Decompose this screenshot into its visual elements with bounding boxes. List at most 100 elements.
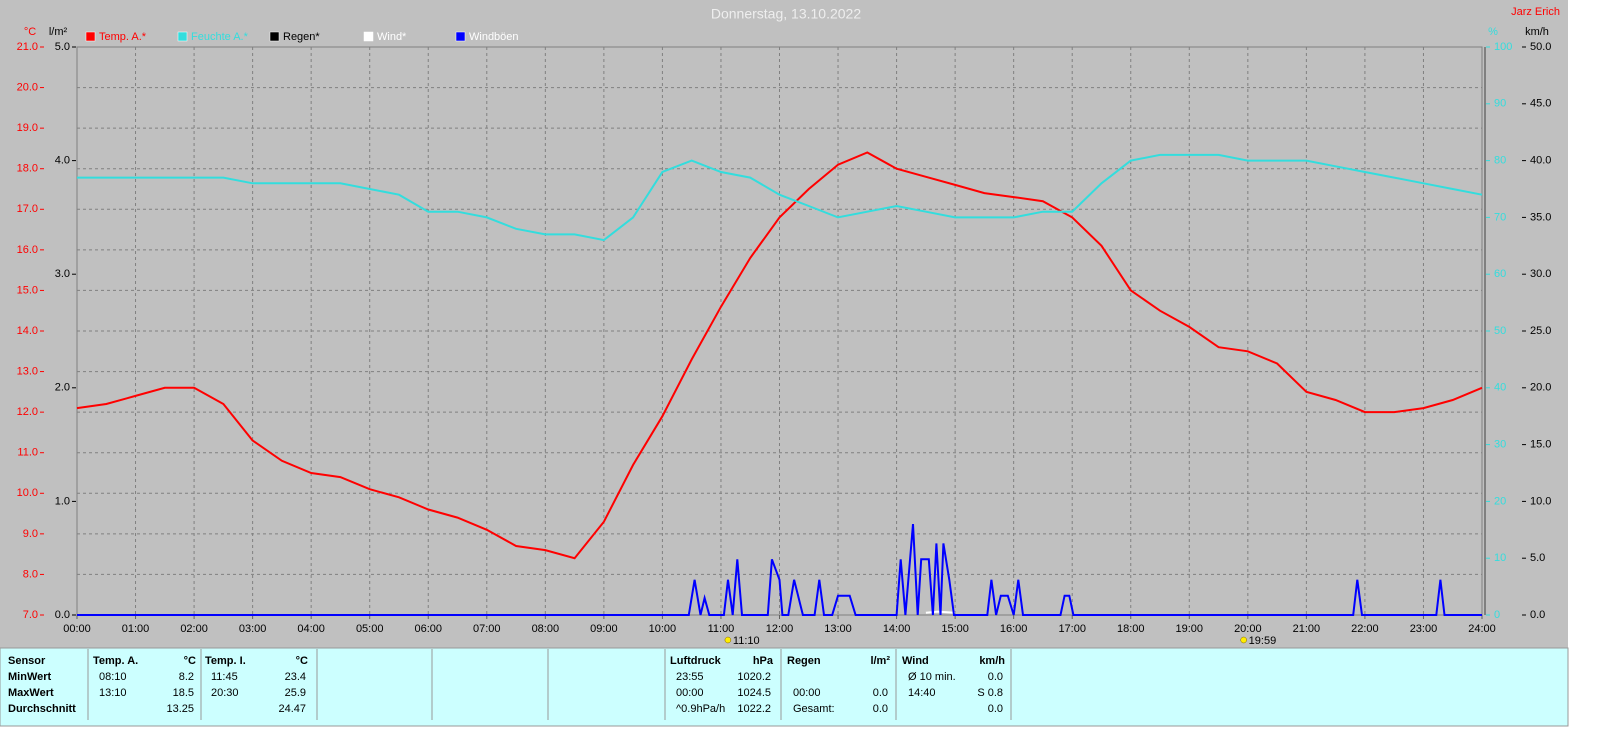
y-tick-label: 20.0 <box>17 81 38 93</box>
x-tick-label: 19:00 <box>1176 623 1204 635</box>
axis-unit: km/h <box>1525 26 1549 38</box>
y-tick-label: 50 <box>1494 325 1506 337</box>
cell-label: ^0.9hPa/h <box>676 703 725 715</box>
row-label: Durchschnitt <box>8 703 76 715</box>
group-title: Temp. I. <box>205 655 246 667</box>
y-tick-label: 3.0 <box>55 268 70 280</box>
x-tick-label: 02:00 <box>180 623 208 635</box>
group-unit: °C <box>296 655 308 667</box>
cell-value: 0.0 <box>988 703 1003 715</box>
y-tick-label: 21.0 <box>17 41 38 53</box>
x-tick-label: 22:00 <box>1351 623 1379 635</box>
x-tick-label: 21:00 <box>1293 623 1321 635</box>
sun-time: 11:10 <box>733 635 760 647</box>
group-unit: hPa <box>753 655 774 667</box>
x-tick-label: 18:00 <box>1117 623 1145 635</box>
cell-label: 00:00 <box>676 687 704 699</box>
cell-value: 1020.2 <box>737 671 771 683</box>
legend-swatch <box>455 31 466 42</box>
y-tick-label: 80 <box>1494 155 1506 167</box>
cell-label: 23:55 <box>676 671 704 683</box>
y-tick-label: 15.0 <box>17 284 38 296</box>
y-tick-label: 4.0 <box>55 155 70 167</box>
cell-value: 8.2 <box>179 671 194 683</box>
cell-label: 11:45 <box>211 671 238 683</box>
y-tick-label: 50.0 <box>1530 41 1551 53</box>
x-tick-label: 01:00 <box>122 623 150 635</box>
y-tick-label: 25.0 <box>1530 325 1551 337</box>
sun-icon <box>724 636 732 644</box>
legend-swatch <box>363 31 374 42</box>
y-tick-label: 0.0 <box>55 609 70 621</box>
y-tick-label: 30.0 <box>1530 268 1551 280</box>
cell-value: 0.0 <box>873 703 888 715</box>
row-label: Sensor <box>8 655 46 667</box>
row-label: MinWert <box>8 671 52 683</box>
cell-label: 08:10 <box>99 671 127 683</box>
sun-icon <box>1240 636 1247 644</box>
cell-value: S 0.8 <box>977 687 1003 699</box>
sun-time: 19:59 <box>1249 635 1277 647</box>
x-tick-label: 12:00 <box>766 623 794 635</box>
cell-label: 13:10 <box>99 687 127 699</box>
x-tick-label: 11:00 <box>708 623 735 635</box>
y-tick-label: 11.0 <box>17 447 38 459</box>
x-tick-label: 10:00 <box>649 623 677 635</box>
y-tick-label: 7.0 <box>23 609 38 621</box>
y-tick-label: 40.0 <box>1530 155 1551 167</box>
group-unit: °C <box>184 655 196 667</box>
y-tick-label: 13.0 <box>17 365 38 377</box>
y-tick-label: 8.0 <box>23 568 38 580</box>
y-tick-label: 15.0 <box>1530 439 1551 451</box>
y-tick-label: 12.0 <box>17 406 38 418</box>
x-tick-label: 00:00 <box>63 623 91 635</box>
series-line <box>76 151 1483 560</box>
axis-unit: l/m² <box>49 26 68 38</box>
y-tick-label: 60 <box>1494 268 1506 280</box>
cell-value: 0.0 <box>873 687 888 699</box>
x-tick-label: 15:00 <box>941 623 969 635</box>
y-tick-label: 20.0 <box>1530 382 1551 394</box>
y-tick-label: 0 <box>1494 609 1500 621</box>
cell-label: 20:30 <box>211 687 239 699</box>
y-tick-label: 10.0 <box>1530 495 1551 507</box>
y-tick-label: 2.0 <box>55 382 70 394</box>
y-tick-label: 90 <box>1494 98 1506 110</box>
x-tick-label: 14:00 <box>883 623 911 635</box>
y-tick-label: 40 <box>1494 382 1506 394</box>
cell-value: 0.0 <box>988 671 1003 683</box>
cell-value: 25.9 <box>285 687 306 699</box>
group-unit: l/m² <box>870 655 890 667</box>
legend-label: Regen* <box>283 31 320 43</box>
group-unit: km/h <box>979 655 1005 667</box>
x-tick-label: 07:00 <box>473 623 501 635</box>
y-tick-label: 1.0 <box>55 495 70 507</box>
x-tick-label: 06:00 <box>414 623 442 635</box>
legend-label: Windböen <box>469 31 519 43</box>
y-tick-label: 5.0 <box>55 41 70 53</box>
cell-value: 1024.5 <box>737 687 771 699</box>
cell-label: 00:00 <box>793 687 821 699</box>
x-tick-label: 20:00 <box>1234 623 1262 635</box>
cell-value: 23.4 <box>285 671 306 683</box>
legend-label: Temp. A.* <box>99 31 147 43</box>
cell-label: 14:40 <box>908 687 936 699</box>
cell-value: 24.47 <box>278 703 306 715</box>
group-title: Wind <box>902 655 929 667</box>
legend-swatch <box>177 31 188 42</box>
x-tick-label: 13:00 <box>824 623 852 635</box>
legend-label: Feuchte A.* <box>191 31 249 43</box>
y-tick-label: 35.0 <box>1530 211 1551 223</box>
y-tick-label: 70 <box>1494 211 1506 223</box>
group-title: Luftdruck <box>670 655 722 667</box>
chart-title: Donnerstag, 13.10.2022 <box>711 6 861 22</box>
series-line <box>925 610 956 614</box>
legend-swatch <box>85 31 96 42</box>
cell-label: Ø 10 min. <box>908 671 956 683</box>
axis-unit: °C <box>24 26 36 38</box>
x-tick-label: 03:00 <box>239 623 267 635</box>
cell-value: 13.25 <box>166 703 194 715</box>
y-tick-label: 14.0 <box>17 325 38 337</box>
x-tick-label: 05:00 <box>356 623 384 635</box>
